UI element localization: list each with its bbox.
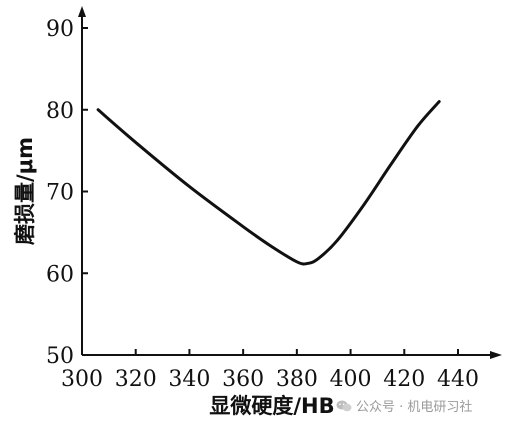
x-tick-label: 400 — [330, 367, 372, 392]
y-tick-label: 70 — [46, 181, 74, 206]
x-tick-label: 440 — [437, 367, 479, 392]
y-axis-arrow — [78, 6, 86, 17]
x-axis-title: 显微硬度/HB — [209, 394, 334, 418]
y-tick-label: 60 — [46, 262, 74, 287]
y-tick-label: 80 — [46, 99, 74, 124]
x-tick-label: 340 — [168, 367, 210, 392]
y-ticks: 50 60 70 80 90 — [46, 17, 88, 369]
x-tick-label: 300 — [61, 367, 103, 392]
x-tick-label: 360 — [222, 367, 264, 392]
y-axis-title: 磨损量/μm — [13, 137, 37, 245]
x-tick-label: 380 — [276, 367, 318, 392]
x-tick-label: 320 — [115, 367, 157, 392]
y-tick-label: 90 — [46, 17, 74, 42]
x-axis-arrow — [490, 351, 502, 359]
axes — [78, 6, 502, 359]
y-tick-label: 50 — [46, 344, 74, 369]
watermark-text: 公众号 · 机电研习社 — [356, 400, 473, 415]
wechat-icon — [336, 400, 352, 412]
x-tick-label: 420 — [383, 367, 425, 392]
watermark: 公众号 · 机电研习社 — [336, 396, 472, 415]
series-line — [96, 100, 441, 266]
series — [96, 100, 441, 266]
x-ticks: 300 320 340 360 380 400 420 440 — [61, 349, 479, 392]
